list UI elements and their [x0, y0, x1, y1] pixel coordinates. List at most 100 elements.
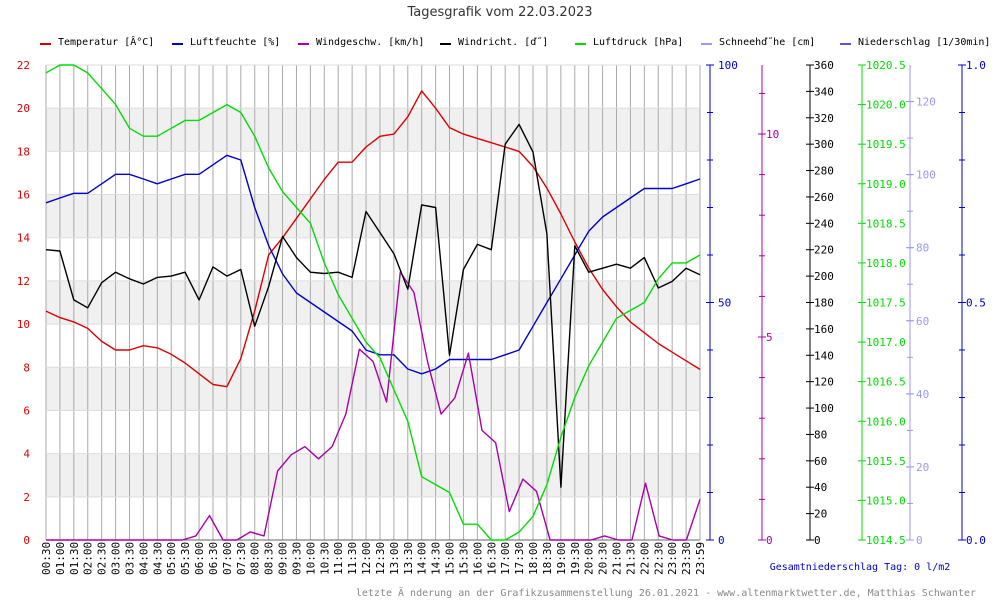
y-tick-temperature: 4 [23, 448, 30, 461]
x-tick-label: 03:30 [123, 542, 136, 575]
y-tick-pressure: 1015.5 [866, 455, 906, 468]
legend-label: Luftdruck [hPa] [593, 37, 683, 48]
y-tick-wind-direction: 100 [814, 402, 834, 415]
y-tick-wind-direction: 360 [814, 59, 834, 72]
x-tick-label: 18:30 [541, 542, 554, 575]
x-tick-label: 20:00 [583, 542, 596, 575]
legend-label: Temperatur [Â°C] [58, 35, 154, 48]
x-tick-label: 03:00 [110, 542, 123, 575]
x-tick-label: 13:30 [402, 542, 415, 575]
x-tick-label: 17:30 [513, 542, 526, 575]
y-tick-snow: 40 [916, 388, 929, 401]
x-tick-label: 02:00 [82, 542, 95, 575]
x-tick-label: 10:30 [318, 542, 331, 575]
x-tick-label: 04:00 [137, 542, 150, 575]
x-tick-label: 23:59 [694, 542, 707, 575]
x-tick-label: 06:00 [193, 542, 206, 575]
y-tick-wind-speed: 0 [766, 534, 773, 547]
x-tick-label: 21:00 [611, 542, 624, 575]
grid-band [46, 453, 700, 497]
y-tick-wind-direction: 320 [814, 112, 834, 125]
x-tick-label: 16:30 [485, 542, 498, 575]
y-tick-pressure: 1018.0 [866, 257, 906, 270]
y-tick-temperature: 18 [17, 145, 30, 158]
y-tick-wind-direction: 80 [814, 428, 827, 441]
y-tick-snow: 120 [916, 96, 936, 109]
x-tick-label: 12:30 [374, 542, 387, 575]
x-tick-label: 11:30 [346, 542, 359, 575]
y-tick-wind-direction: 240 [814, 217, 834, 230]
y-tick-temperature: 6 [23, 404, 30, 417]
x-tick-label: 20:30 [597, 542, 610, 575]
y-tick-temperature: 8 [23, 361, 30, 374]
y-tick-pressure: 1014.5 [866, 534, 906, 547]
total-precipitation: Gesamtniederschlag Tag: 0 l/m2 [770, 562, 951, 573]
x-tick-label: 23:30 [680, 542, 693, 575]
y-tick-pressure: 1017.5 [866, 297, 906, 310]
series-line-3 [45, 123, 701, 488]
y-tick-wind-direction: 260 [814, 191, 834, 204]
x-tick-label: 14:00 [416, 542, 429, 575]
y-tick-humidity: 50 [718, 297, 731, 310]
y-tick-humidity: 0 [718, 534, 725, 547]
x-tick-label: 00:30 [40, 542, 53, 575]
y-tick-precipitation: 1.0 [966, 59, 986, 72]
y-tick-snow: 80 [916, 242, 929, 255]
y-tick-humidity: 100 [718, 59, 738, 72]
y-tick-wind-direction: 280 [814, 165, 834, 178]
y-tick-pressure: 1017.0 [866, 336, 906, 349]
y-tick-temperature: 14 [17, 232, 31, 245]
x-tick-label: 07:30 [235, 542, 248, 575]
x-tick-label: 19:30 [569, 542, 582, 575]
x-tick-label: 04:30 [151, 542, 164, 575]
grid-band [46, 367, 700, 411]
y-tick-pressure: 1016.5 [866, 376, 906, 389]
y-tick-pressure: 1019.0 [866, 178, 906, 191]
legend: Temperatur [Â°C] Luftfeuchte [%] Windgesch… [40, 35, 990, 48]
x-tick-label: 06:30 [207, 542, 220, 575]
x-tick-label: 12:00 [360, 542, 373, 575]
y-tick-pressure: 1015.0 [866, 494, 906, 507]
x-tick-label: 07:00 [221, 542, 234, 575]
y-tick-wind-speed: 5 [766, 331, 773, 344]
grid-band [46, 108, 700, 152]
y-tick-precipitation: 0.5 [966, 297, 986, 310]
x-tick-label: 19:00 [555, 542, 568, 575]
series-line-1 [45, 154, 701, 375]
x-tick-label: 17:00 [499, 542, 512, 575]
axes: 00:30 01:00 01:30 02:00 02:30 03:00 03:30 04:00… [17, 59, 986, 575]
x-tick-label: 08:00 [249, 542, 262, 575]
grid-band [46, 194, 700, 238]
legend-label: Windricht. [ď˝] [458, 36, 548, 48]
x-tick-label: 05:00 [165, 542, 178, 575]
series-line-4 [45, 64, 701, 541]
y-tick-wind-direction: 0 [814, 534, 821, 547]
x-tick-label: 22:00 [638, 542, 651, 575]
x-tick-label: 11:00 [332, 542, 345, 575]
footer-credit: letzte Ä nderung an der Grafikzusammenst… [356, 586, 976, 599]
y-tick-temperature: 22 [17, 59, 30, 72]
y-tick-temperature: 10 [17, 318, 30, 331]
y-tick-pressure: 1016.0 [866, 415, 906, 428]
y-tick-wind-direction: 20 [814, 508, 827, 521]
y-tick-wind-direction: 300 [814, 138, 834, 151]
x-tick-label: 14:30 [430, 542, 443, 575]
x-tick-label: 15:30 [457, 542, 470, 575]
x-tick-label: 02:30 [96, 542, 109, 575]
y-tick-pressure: 1020.0 [866, 99, 906, 112]
x-tick-label: 23:00 [666, 542, 679, 575]
y-tick-temperature: 20 [17, 102, 30, 115]
legend-label: Niederschlag [1/30min] [858, 37, 990, 48]
y-tick-pressure: 1018.5 [866, 217, 906, 230]
y-tick-precipitation: 0.0 [966, 534, 986, 547]
y-tick-wind-direction: 340 [814, 85, 834, 98]
x-tick-label: 13:00 [388, 542, 401, 575]
x-tick-label: 09:00 [277, 542, 290, 575]
y-tick-snow: 0 [916, 534, 923, 547]
y-tick-snow: 20 [916, 461, 929, 474]
x-tick-label: 08:30 [263, 542, 276, 575]
y-tick-wind-direction: 200 [814, 270, 834, 283]
y-tick-temperature: 12 [17, 275, 30, 288]
legend-label: Windgeschw. [km/h] [316, 37, 424, 48]
